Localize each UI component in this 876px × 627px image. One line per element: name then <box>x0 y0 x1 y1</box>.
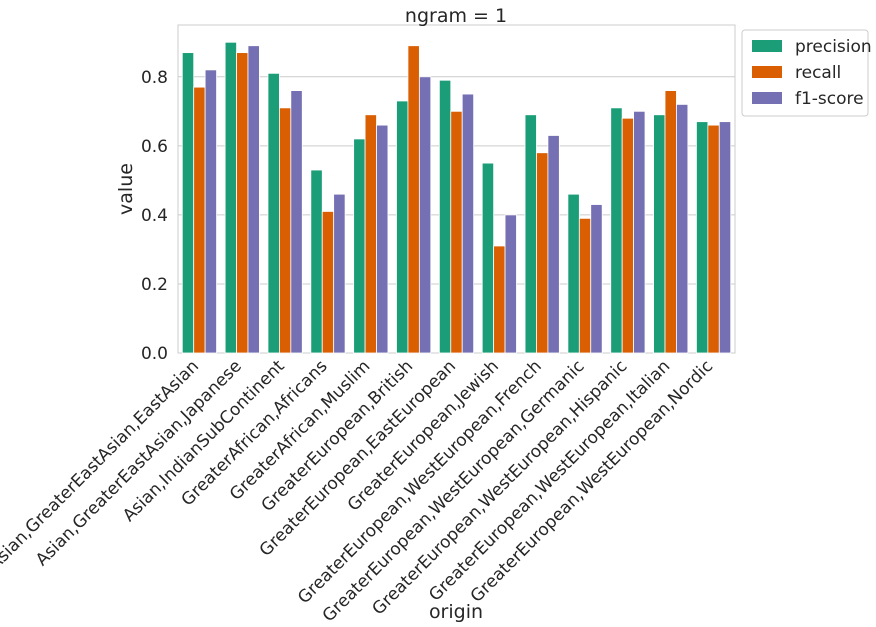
bar-recall-3 <box>321 211 335 354</box>
y-tick-label: 0.8 <box>141 68 168 88</box>
bar-recall-5 <box>407 45 420 354</box>
bar-f1-score-4 <box>376 124 389 354</box>
y-axis-label: value <box>115 163 137 215</box>
legend-swatch-f1-score <box>752 92 782 104</box>
chart-title: ngram = 1 <box>405 5 507 27</box>
bar-recall-8 <box>536 152 549 354</box>
bar-recall-11 <box>664 90 677 354</box>
bars <box>181 41 732 354</box>
bar-f1-score-5 <box>418 76 432 354</box>
bar-recall-6 <box>450 110 463 354</box>
bar-precision-7 <box>481 162 495 354</box>
bar-recall-2 <box>279 107 292 354</box>
x-axis-label: origin <box>429 601 483 623</box>
bar-precision-2 <box>267 72 280 354</box>
bar-precision-4 <box>353 138 366 354</box>
legend-swatch-recall <box>752 66 782 78</box>
bar-f1-score-2 <box>290 90 303 354</box>
bar-precision-11 <box>653 114 666 354</box>
legend: precision recall f1-score <box>741 29 872 117</box>
bar-precision-12 <box>696 121 709 354</box>
legend-label-recall: recall <box>795 63 841 83</box>
legend-swatch-precision <box>752 40 782 52</box>
bar-precision-6 <box>438 79 452 354</box>
y-tick-label: 0.6 <box>141 137 168 157</box>
bar-precision-0 <box>181 52 195 354</box>
y-tick-label: 0.4 <box>141 206 168 226</box>
y-axis-ticks: 0.0 0.2 0.4 0.6 0.8 <box>141 68 168 364</box>
bar-f1-score-0 <box>204 69 217 354</box>
legend-label-precision: precision <box>795 37 872 57</box>
bar-recall-12 <box>707 124 720 354</box>
bar-precision-5 <box>396 100 409 354</box>
bar-f1-score-7 <box>504 214 517 354</box>
bar-f1-score-10 <box>633 110 646 354</box>
bar-f1-score-1 <box>247 45 260 354</box>
bar-f1-score-9 <box>590 204 603 354</box>
bar-recall-7 <box>493 245 506 354</box>
bar-precision-10 <box>610 107 623 354</box>
bar-precision-1 <box>224 41 237 354</box>
bar-recall-4 <box>364 114 377 354</box>
bar-precision-8 <box>524 114 537 354</box>
bar-precision-9 <box>567 193 580 354</box>
bar-precision-3 <box>310 169 323 354</box>
bar-recall-0 <box>193 86 206 354</box>
bar-recall-10 <box>621 117 634 354</box>
bar-recall-1 <box>236 52 249 354</box>
bar-f1-score-11 <box>676 104 689 354</box>
x-axis-ticks: Asian,GreaterEastAsian,EastAsianAsian,Gr… <box>0 356 717 626</box>
y-tick-label: 0.0 <box>141 344 168 364</box>
bar-f1-score-3 <box>333 193 346 354</box>
bar-recall-9 <box>578 217 592 354</box>
bar-f1-score-12 <box>718 121 732 354</box>
legend-label-f1-score: f1-score <box>795 89 864 109</box>
bar-f1-score-8 <box>547 135 560 354</box>
bar-f1-score-6 <box>461 93 475 354</box>
y-tick-label: 0.2 <box>141 275 168 295</box>
